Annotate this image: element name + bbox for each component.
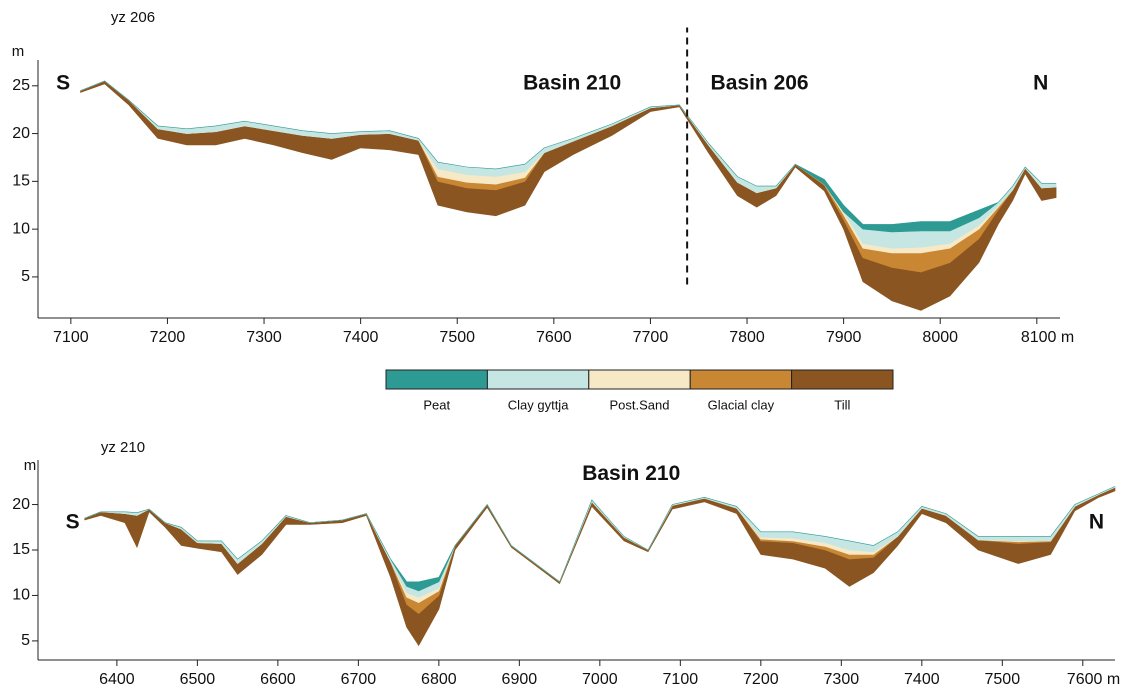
x-tick-label: 7400 (343, 329, 379, 346)
annotation: Basin 210 (523, 71, 621, 94)
x-tick-label: 7100 (663, 671, 699, 688)
x-tick-label: 7900 (826, 329, 862, 346)
annotation: Basin 206 (711, 71, 809, 94)
x-tick-label: 7200 (150, 329, 186, 346)
x-tick-label: 6800 (421, 671, 457, 688)
layer-area (84, 487, 1116, 604)
x-tick-label: 7400 (904, 671, 940, 688)
legend-label: Peat (423, 397, 450, 412)
x-tick-label: 8000 (922, 329, 958, 346)
x-tick-label: 7300 (246, 329, 282, 346)
y-axis-label: m (12, 43, 25, 60)
layer-area (80, 80, 1057, 311)
chart-name: yz 210 (101, 439, 145, 456)
legend-swatch (689, 369, 793, 390)
annotation: N (1089, 510, 1104, 533)
legend-label: Till (834, 397, 850, 412)
y-tick-label: 20 (12, 125, 30, 142)
y-tick-label: 20 (12, 496, 30, 513)
legend-swatch (486, 369, 590, 390)
layer-area (84, 487, 1116, 614)
annotation: N (1033, 71, 1048, 94)
legend-label: Glacial clay (708, 397, 775, 412)
layer-area (84, 486, 1116, 592)
annotation: S (56, 71, 70, 94)
y-tick-label: 5 (21, 632, 30, 649)
legend-swatch (791, 369, 894, 390)
x-tick-label: 7000 (582, 671, 618, 688)
y-tick-label: 10 (12, 220, 30, 237)
x-tick-label: 6700 (341, 671, 377, 688)
legend-label: Post.Sand (610, 397, 670, 412)
x-tick-label: 7700 (633, 329, 669, 346)
x-tick-label: 7100 (53, 329, 89, 346)
x-tick-label: 6900 (502, 671, 538, 688)
x-tick-label: 7800 (729, 329, 765, 346)
x-tick-label: 6500 (180, 671, 216, 688)
x-tick-label: 7500 (985, 671, 1021, 688)
y-tick-label: 15 (12, 173, 30, 190)
y-tick-label: 5 (21, 268, 30, 285)
legend-swatch (588, 369, 691, 390)
x-tick-label: 7500 (439, 329, 475, 346)
x-tick-label: 8100 m (1021, 329, 1074, 346)
x-tick-label: 7200 (743, 671, 779, 688)
annotation: S (66, 510, 80, 533)
y-tick-label: 10 (12, 587, 30, 604)
x-tick-label: 6400 (99, 671, 135, 688)
y-tick-label: 15 (12, 541, 30, 558)
layer-area (84, 485, 1116, 598)
y-tick-label: 25 (12, 77, 30, 94)
x-tick-label: 7600 m (1067, 671, 1120, 688)
layer-area (80, 80, 1057, 233)
x-tick-label: 7300 (824, 671, 860, 688)
x-tick-label: 7600 (536, 329, 572, 346)
legend-swatch (385, 369, 488, 390)
annotation: Basin 210 (582, 462, 680, 485)
chart-name: yz 206 (111, 9, 155, 26)
y-axis-label: m (24, 457, 37, 474)
legend-label: Clay gyttja (508, 397, 569, 412)
x-tick-label: 6600 (260, 671, 296, 688)
